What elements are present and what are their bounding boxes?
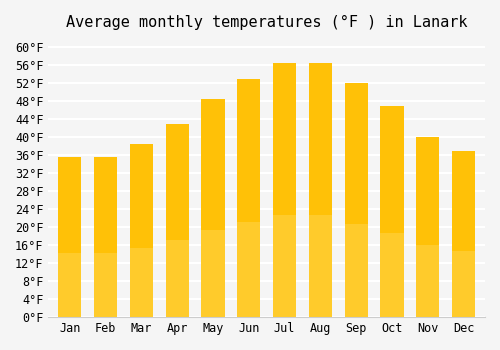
Bar [452, 150, 475, 317]
Bar [130, 248, 153, 317]
Bar [58, 158, 82, 317]
Bar [273, 216, 296, 317]
Bar [380, 106, 404, 317]
Bar [380, 232, 404, 317]
Bar [344, 224, 368, 317]
Bar [94, 253, 118, 317]
Bar [237, 222, 260, 317]
Bar [166, 240, 189, 317]
Bar [308, 63, 332, 317]
Bar [94, 158, 118, 317]
Title: Average monthly temperatures (°F ) in Lanark: Average monthly temperatures (°F ) in La… [66, 15, 468, 30]
Bar [273, 63, 296, 317]
Bar [202, 99, 224, 317]
Bar [308, 216, 332, 317]
Bar [344, 83, 368, 317]
Bar [237, 79, 260, 317]
Bar [130, 144, 153, 317]
Bar [416, 137, 440, 317]
Bar [452, 251, 475, 317]
Bar [416, 245, 440, 317]
Bar [166, 124, 189, 317]
Bar [58, 253, 82, 317]
Bar [202, 230, 224, 317]
